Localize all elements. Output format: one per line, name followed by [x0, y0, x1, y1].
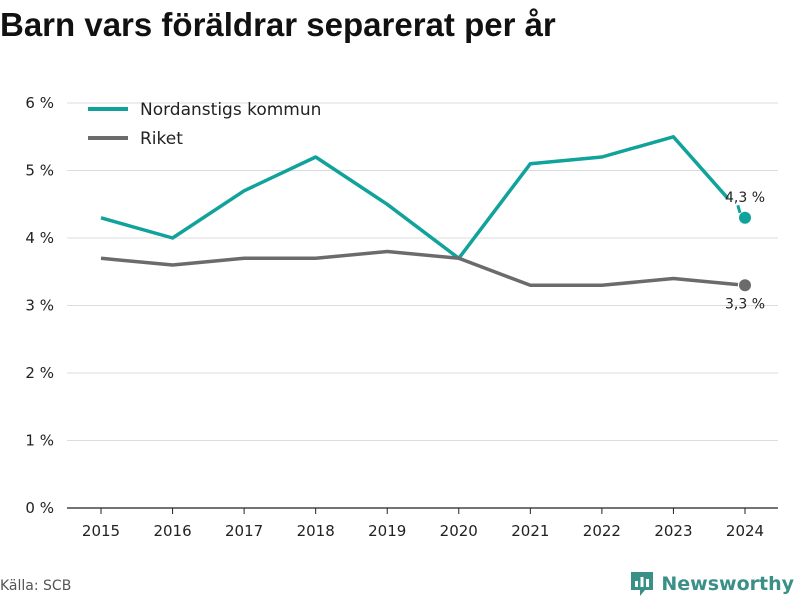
- end-point-marker: [739, 279, 751, 292]
- series-line-riket: [100, 249, 739, 288]
- axes: 0 % 1 % 2 % 3 % 4 % 5 % 6 % 2015 2016 2017 2018 201…: [25, 94, 778, 540]
- x-tick-label: 2022: [583, 522, 621, 540]
- brand-logo: Newsworthy: [629, 570, 794, 598]
- x-tick-label: 2017: [225, 522, 263, 540]
- x-tick-label: 2019: [368, 522, 406, 540]
- y-tick-label: 1 %: [25, 432, 54, 450]
- series-lines: [100, 135, 739, 288]
- end-markers: 4,3 % 3,3 %: [725, 190, 765, 313]
- legend: Nordanstigs kommun Riket: [88, 100, 321, 149]
- end-value-label: 3,3 %: [725, 296, 765, 312]
- line-chart: 0 % 1 % 2 % 3 % 4 % 5 % 6 % 2015 2016 2017 2018 201…: [25, 94, 778, 540]
- x-tick-label: 2018: [297, 522, 335, 540]
- x-tick-label: 2021: [511, 522, 549, 540]
- end-value-label: 4,3 %: [725, 190, 765, 206]
- y-tick-label: 0 %: [25, 499, 54, 517]
- x-tick-label: 2016: [153, 522, 191, 540]
- chart-title: Barn vars föräldrar separerat per år: [0, 6, 556, 43]
- source-note: Källa: SCB: [0, 578, 72, 594]
- x-tick-label: 2023: [654, 522, 692, 540]
- brand-name: Newsworthy: [661, 573, 794, 595]
- gridlines: [67, 102, 778, 441]
- legend-label: Riket: [140, 129, 183, 149]
- newsworthy-logo-icon: [631, 572, 654, 596]
- legend-label: Nordanstigs kommun: [140, 100, 321, 120]
- y-tick-label: 6 %: [25, 94, 54, 112]
- series-line-nordanstigs-kommun: [100, 135, 730, 261]
- y-tick-label: 2 %: [25, 364, 54, 382]
- x-tick-label: 2015: [82, 522, 120, 540]
- y-tick-label: 4 %: [25, 229, 54, 247]
- y-tick-label: 5 %: [25, 162, 54, 180]
- end-point-marker: [739, 211, 751, 224]
- y-tick-label: 3 %: [25, 297, 54, 315]
- end-label-connector: [736, 204, 742, 214]
- x-tick-label: 2020: [440, 522, 478, 540]
- x-tick-label: 2024: [726, 522, 764, 540]
